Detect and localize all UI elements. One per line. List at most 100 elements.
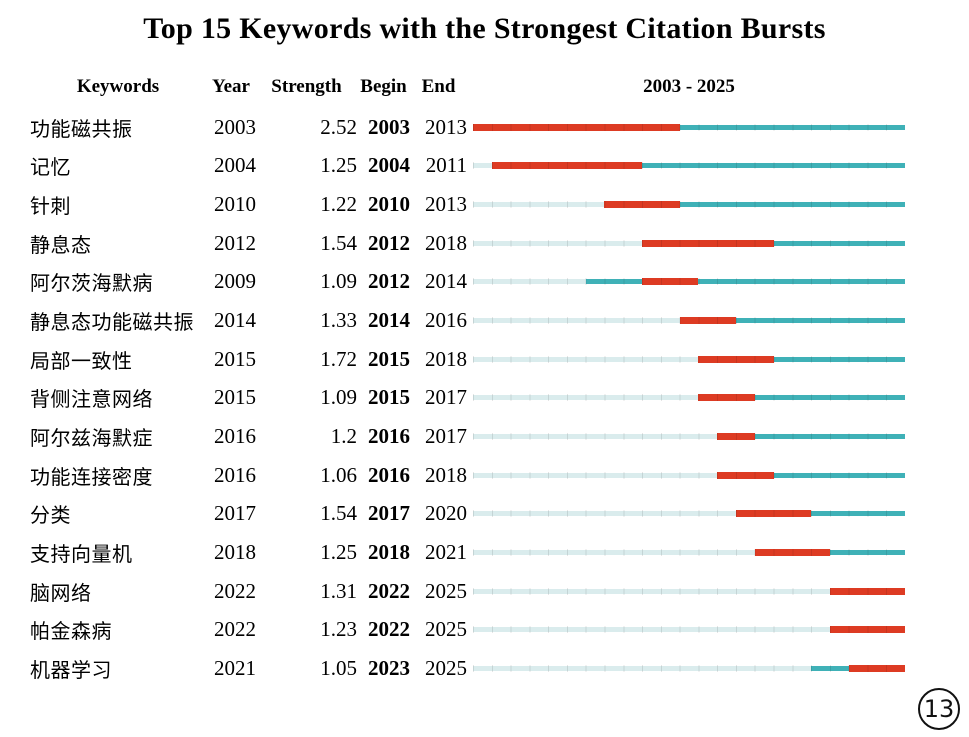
begin-cell: 2004 xyxy=(368,153,410,178)
end-cell: 2018 xyxy=(425,230,467,255)
table-row: 阿尔茨海默病 2009 1.09 2012 2014 xyxy=(0,263,969,302)
burst-segment xyxy=(679,317,736,325)
table-row: 局部一致性 2015 1.72 2015 2018 xyxy=(0,340,969,379)
active-segment xyxy=(811,511,905,517)
year-cell: 2004 xyxy=(214,153,256,178)
active-segment xyxy=(679,124,905,130)
burst-segment xyxy=(698,355,774,363)
burst-segment xyxy=(848,665,905,673)
strength-cell: 1.25 xyxy=(320,540,357,565)
timeline-track xyxy=(473,278,905,286)
keyword-cell: 机器学习 xyxy=(30,658,112,683)
strength-cell: 1.09 xyxy=(320,269,357,294)
inactive-segment xyxy=(473,627,830,633)
inactive-segment xyxy=(473,550,755,556)
end-cell: 2017 xyxy=(425,424,467,449)
keyword-cell: 阿尔茨海默病 xyxy=(30,271,153,296)
table-row: 功能磁共振 2003 2.52 2003 2013 xyxy=(0,108,969,147)
table-row: 阿尔兹海默症 2016 1.2 2016 2017 xyxy=(0,417,969,456)
burst-segment xyxy=(829,587,905,595)
begin-cell: 2003 xyxy=(368,114,410,139)
begin-cell: 2012 xyxy=(368,230,410,255)
timeline-track xyxy=(473,471,905,479)
col-header-begin: Begin xyxy=(360,76,407,97)
keyword-cell: 阿尔兹海默症 xyxy=(30,426,153,451)
strength-cell: 1.22 xyxy=(320,192,357,217)
keyword-cell: 功能磁共振 xyxy=(30,116,133,141)
begin-cell: 2016 xyxy=(368,424,410,449)
active-segment xyxy=(585,279,643,285)
end-cell: 2011 xyxy=(425,153,467,178)
inactive-segment xyxy=(473,588,830,594)
active-segment xyxy=(735,318,905,324)
end-cell: 2016 xyxy=(425,308,467,333)
active-segment xyxy=(773,472,905,478)
active-segment xyxy=(773,356,905,362)
end-cell: 2025 xyxy=(425,656,467,681)
table-row: 机器学习 2021 1.05 2023 2025 xyxy=(0,649,969,688)
timeline-track xyxy=(473,123,905,131)
active-segment xyxy=(811,666,849,672)
begin-cell: 2010 xyxy=(368,192,410,217)
year-cell: 2018 xyxy=(214,540,256,565)
strength-cell: 1.23 xyxy=(320,617,357,642)
begin-cell: 2022 xyxy=(368,578,410,603)
end-cell: 2018 xyxy=(425,462,467,487)
year-cell: 2022 xyxy=(214,578,256,603)
year-cell: 2016 xyxy=(214,424,256,449)
timeline-track xyxy=(473,317,905,325)
strength-cell: 1.31 xyxy=(320,578,357,603)
timeline-track xyxy=(473,162,905,170)
year-cell: 2010 xyxy=(214,192,256,217)
end-cell: 2021 xyxy=(425,540,467,565)
table-row: 支持向量机 2018 1.25 2018 2021 xyxy=(0,533,969,572)
burst-segment xyxy=(754,549,830,557)
burst-segment xyxy=(642,239,774,247)
timeline-track xyxy=(473,201,905,209)
timeline-track xyxy=(473,239,905,247)
strength-cell: 1.06 xyxy=(320,462,357,487)
active-segment xyxy=(698,279,905,285)
active-segment xyxy=(754,395,905,401)
strength-cell: 1.25 xyxy=(320,153,357,178)
burst-segment xyxy=(717,471,774,479)
timeline-track xyxy=(473,394,905,402)
end-cell: 2025 xyxy=(425,617,467,642)
timeline-track xyxy=(473,665,905,673)
burst-segment xyxy=(698,394,755,402)
col-header-keywords: Keywords xyxy=(76,76,160,97)
chart-title: Top 15 Keywords with the Strongest Citat… xyxy=(143,12,826,45)
keyword-cell: 支持向量机 xyxy=(30,542,133,567)
begin-cell: 2015 xyxy=(368,385,410,410)
active-segment xyxy=(829,550,905,556)
table-row: 背侧注意网络 2015 1.09 2015 2017 xyxy=(0,379,969,418)
col-header-year: Year xyxy=(212,76,250,97)
timeline-track xyxy=(473,510,905,518)
burst-segment xyxy=(642,278,699,286)
inactive-segment xyxy=(473,318,680,324)
inactive-segment xyxy=(473,395,699,401)
active-segment xyxy=(642,163,905,169)
col-header-end: End xyxy=(421,76,456,97)
col-header-timeline-range: 2003 - 2025 xyxy=(643,76,735,97)
strength-cell: 1.05 xyxy=(320,656,357,681)
year-cell: 2021 xyxy=(214,656,256,681)
inactive-segment xyxy=(473,240,643,246)
keyword-cell: 脑网络 xyxy=(30,580,92,605)
page-number: 13 xyxy=(923,695,955,723)
year-cell: 2009 xyxy=(214,269,256,294)
inactive-segment xyxy=(473,279,586,285)
strength-cell: 2.52 xyxy=(320,114,357,139)
begin-cell: 2012 xyxy=(368,269,410,294)
strength-cell: 1.54 xyxy=(320,230,357,255)
table-row: 静息态 2012 1.54 2012 2018 xyxy=(0,224,969,263)
begin-cell: 2016 xyxy=(368,462,410,487)
table-row: 静息态功能磁共振 2014 1.33 2014 2016 xyxy=(0,301,969,340)
timeline-track xyxy=(473,549,905,557)
table-row: 帕金森病 2022 1.23 2022 2025 xyxy=(0,611,969,650)
year-cell: 2016 xyxy=(214,462,256,487)
table-row: 针刺 2010 1.22 2010 2013 xyxy=(0,185,969,224)
table-row: 记忆 2004 1.25 2004 2011 xyxy=(0,147,969,186)
keyword-cell: 记忆 xyxy=(30,155,71,180)
year-cell: 2015 xyxy=(214,385,256,410)
